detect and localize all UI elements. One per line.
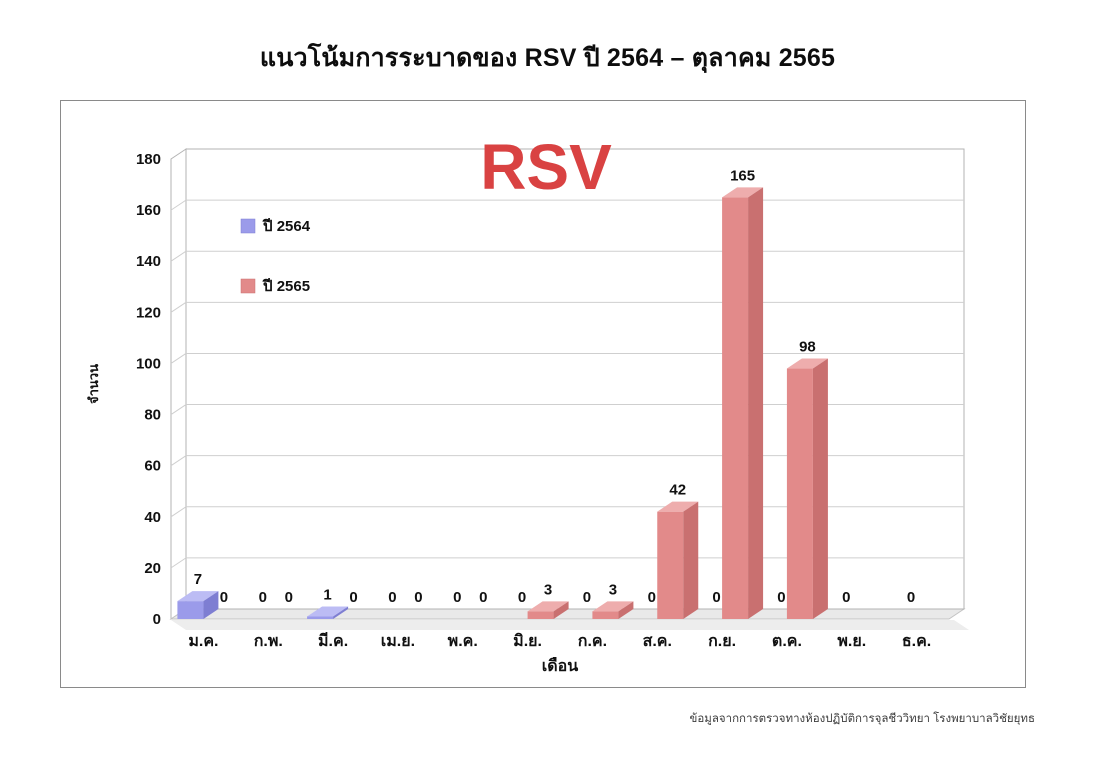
tick-diagonal <box>170 250 187 262</box>
bar-side <box>203 591 219 619</box>
y-tick-label: 180 <box>136 151 161 168</box>
month-label: มิ.ย. <box>513 632 542 650</box>
bar-top <box>527 601 569 612</box>
bar-front <box>307 616 334 619</box>
month-label: ส.ค. <box>643 633 672 650</box>
bar-value-label: 0 <box>842 589 850 606</box>
bar-top <box>657 501 699 512</box>
y-tick-label: 80 <box>144 407 161 424</box>
bar-series1-มิ.ย. <box>527 601 569 619</box>
bar-front <box>722 197 749 619</box>
bar-value-label: 0 <box>220 589 228 606</box>
bar-top <box>592 601 634 612</box>
legend-swatch-0 <box>240 218 256 234</box>
legend-label-0: ปี 2564 <box>262 218 311 235</box>
floor <box>169 608 966 620</box>
rsv-overlay-label: RSV <box>480 131 612 203</box>
y-tick-label: 40 <box>144 509 161 526</box>
y-tick-label: 0 <box>153 611 161 628</box>
bar-front <box>592 611 619 619</box>
back-wall <box>185 148 965 610</box>
y-tick-label: 60 <box>144 458 161 475</box>
month-label: ม.ค. <box>188 633 218 650</box>
month-label: ก.ค. <box>578 633 607 650</box>
bar-side <box>748 187 764 619</box>
tick-diagonal <box>170 404 187 415</box>
y-tick-label: 100 <box>136 355 161 372</box>
y-tick-label: 120 <box>136 304 161 321</box>
bar-value-label: 1 <box>323 586 331 603</box>
bar-value-label: 3 <box>544 581 552 598</box>
bar-series1-ส.ค. <box>657 501 699 619</box>
bar-side <box>553 601 569 619</box>
month-label: ก.ย. <box>708 633 736 650</box>
bar-top <box>177 591 219 602</box>
bar-side <box>683 501 699 619</box>
bar-top <box>307 606 349 617</box>
x-axis-title: เดือน <box>542 657 578 675</box>
month-label: ต.ค. <box>772 633 802 650</box>
bar-side <box>333 606 349 619</box>
bar-value-label: 0 <box>907 589 915 606</box>
bar-value-label: 0 <box>712 589 720 606</box>
y-tick-label: 160 <box>136 202 161 219</box>
bar-top <box>786 358 828 369</box>
tick-diagonal <box>170 301 187 313</box>
bar-value-label: 165 <box>730 167 755 184</box>
bar-value-label: 98 <box>799 339 816 356</box>
bar-value-label: 0 <box>285 589 293 606</box>
bar-series0-มี.ค. <box>307 606 349 619</box>
y-tick-label: 20 <box>144 560 161 577</box>
bar-value-label: 0 <box>453 589 461 606</box>
tick-diagonal <box>170 506 187 518</box>
y-tick-label: 140 <box>136 253 161 270</box>
month-label: พ.ค. <box>448 633 478 650</box>
source-note: ข้อมูลจากการตรวจทางห้องปฏิบัติการจุลชีวว… <box>689 713 1036 725</box>
bar-side <box>618 601 634 619</box>
bar-value-label: 7 <box>194 571 202 588</box>
bar-value-label: 0 <box>518 589 526 606</box>
floor-shadow <box>171 620 969 630</box>
month-label: ก.พ. <box>254 633 283 650</box>
month-label: ธ.ค. <box>902 633 931 650</box>
bar-front <box>527 611 554 619</box>
bar-series1-ก.ค. <box>592 601 634 619</box>
bar-value-label: 0 <box>583 589 591 606</box>
bar-value-label: 0 <box>388 589 396 606</box>
tick-diagonal <box>170 353 187 364</box>
page-title: แนวโน้มการระบาดของ RSV ปี 2564 – ตุลาคม … <box>259 44 836 72</box>
bar-front <box>177 601 204 619</box>
bar-series0-ม.ค. <box>177 591 219 619</box>
bar-series1-ต.ค. <box>786 358 828 619</box>
y-axis-title: จำนวน <box>86 364 101 404</box>
bar-value-label: 0 <box>648 589 656 606</box>
bar-value-label: 0 <box>414 589 422 606</box>
bar-series1-ก.ย. <box>722 187 764 619</box>
chart-area: 0 20 40 60 80 100 120 140 160 180 จำนวน เดือน ปี 256… <box>60 100 1026 688</box>
tick-diagonal <box>170 557 187 569</box>
tick-diagonal <box>170 455 187 467</box>
legend-swatch-1 <box>240 278 256 294</box>
left-wall <box>170 148 187 620</box>
bar-value-label: 0 <box>259 589 267 606</box>
month-label: มี.ค. <box>318 631 348 650</box>
bar-value-label: 42 <box>669 482 686 499</box>
bar-value-label: 0 <box>479 589 487 606</box>
bar-value-label: 0 <box>349 589 357 606</box>
legend-label-1: ปี 2565 <box>262 278 310 295</box>
tick-diagonal <box>170 199 187 211</box>
month-label: เม.ย. <box>381 633 415 650</box>
bar-value-label: 3 <box>609 581 617 598</box>
bar-front <box>657 511 684 619</box>
bar-top <box>722 187 764 198</box>
bar-side <box>812 358 828 619</box>
bar-value-label: 0 <box>777 589 785 606</box>
month-label: พ.ย. <box>837 633 866 650</box>
bar-front <box>786 368 813 619</box>
